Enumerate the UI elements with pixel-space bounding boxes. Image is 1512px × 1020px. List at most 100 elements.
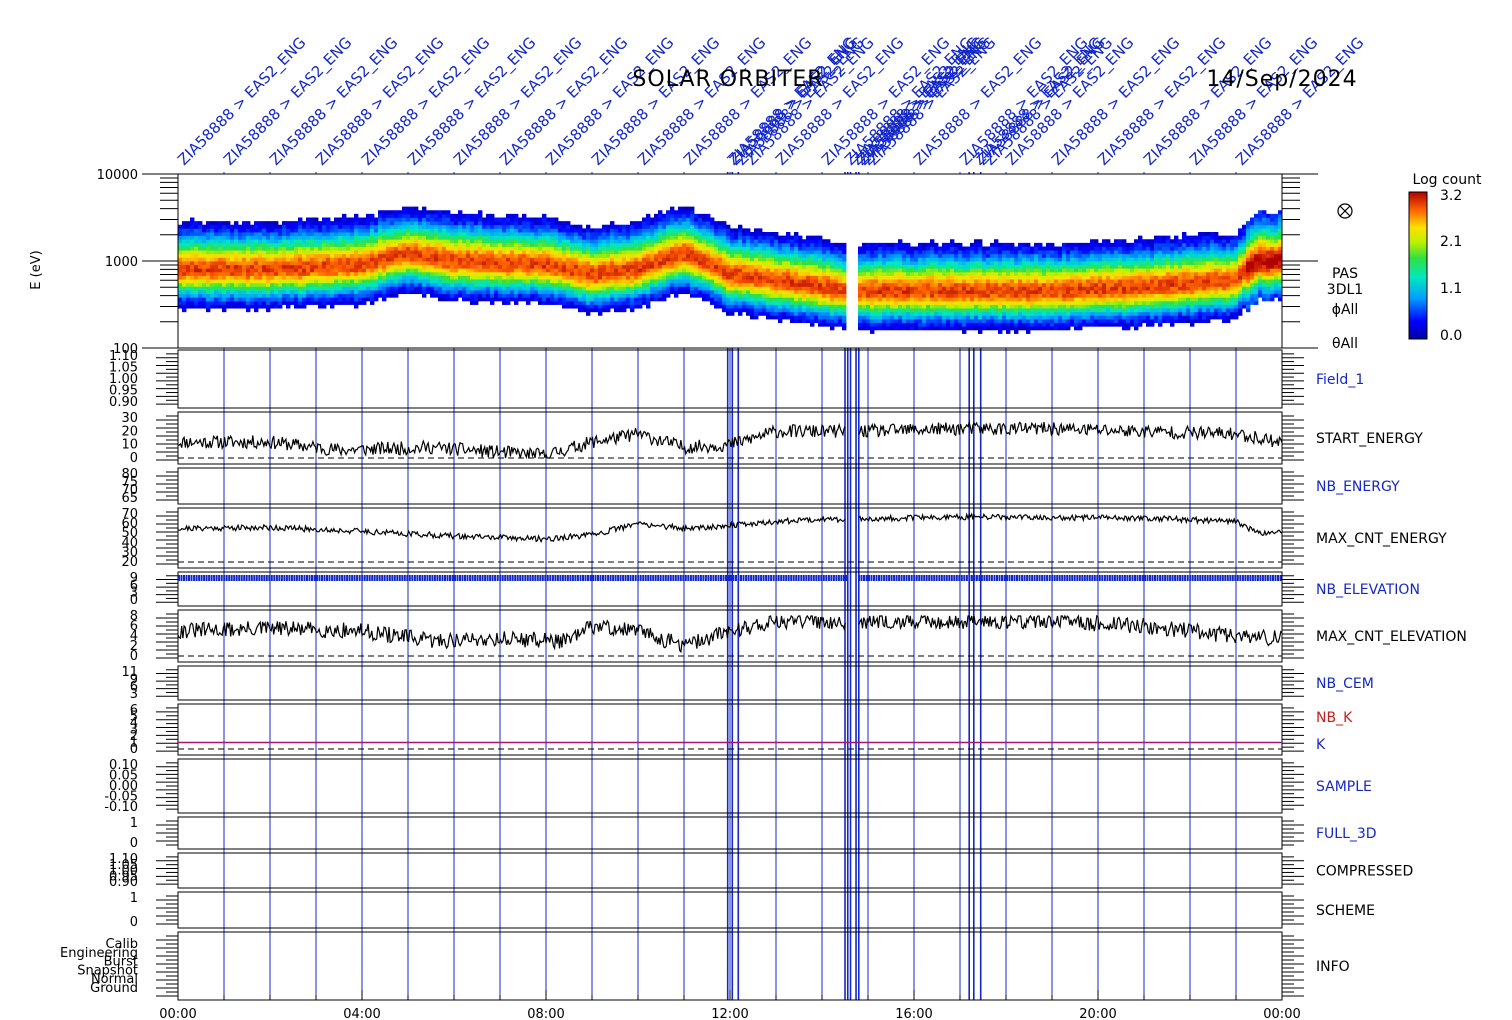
spectrogram-cell: [618, 224, 623, 229]
spectrogram-cell: [194, 239, 199, 244]
spectrogram-cell: [798, 290, 803, 295]
spectrogram-cell: [926, 322, 931, 327]
spectrogram-cell: [774, 232, 779, 237]
spectrogram-cell: [338, 239, 343, 244]
spectrogram-cell: [590, 293, 595, 298]
spectrogram-cell: [398, 275, 403, 280]
spectrogram-cell: [370, 282, 375, 287]
spectrogram-cell: [746, 235, 751, 240]
spectrogram-cell: [558, 253, 563, 258]
spectrogram-cell: [466, 224, 471, 229]
spectrogram-cell: [290, 239, 295, 244]
spectrogram-cell: [842, 326, 847, 331]
spectrogram-cell: [542, 261, 547, 266]
spectrogram-cell: [202, 224, 207, 229]
spectrogram-cell: [706, 257, 711, 262]
spectrogram-cell: [862, 242, 867, 247]
spectrogram-cell: [810, 286, 815, 291]
spectrogram-cell: [542, 221, 547, 226]
spectrogram-cell: [882, 300, 887, 305]
spectrogram-cell: [362, 286, 367, 291]
spectrogram-cell: [862, 290, 867, 295]
spectrogram-cell: [950, 257, 955, 262]
spectrogram-cell: [478, 228, 483, 233]
spectrogram-cell: [610, 232, 615, 237]
spectrogram-cell: [414, 286, 419, 291]
spectrogram-cell: [290, 293, 295, 298]
spectrogram-cell: [330, 253, 335, 258]
spectrogram-cell: [734, 297, 739, 302]
spectrogram-cell: [898, 304, 903, 309]
spectrogram-cell: [698, 279, 703, 284]
spectrogram-cell: [390, 279, 395, 284]
spectrogram-cell: [770, 232, 775, 237]
spectrogram-cell: [614, 264, 619, 269]
spectrogram-cell: [442, 261, 447, 266]
spectrogram-cell: [618, 300, 623, 305]
spectrogram-cell: [578, 232, 583, 237]
spectrogram-cell: [206, 304, 211, 309]
spectrogram-cell: [910, 246, 915, 251]
spectrogram-cell: [234, 264, 239, 269]
spectrogram-cell: [330, 290, 335, 295]
spectrogram-cell: [582, 246, 587, 251]
spectrogram-cell: [202, 261, 207, 266]
spectrogram-cell: [474, 228, 479, 233]
spectrogram-cell: [546, 264, 551, 269]
spectrogram-cell: [806, 319, 811, 324]
spectrogram-cell: [538, 257, 543, 262]
spectrogram-cell: [382, 268, 387, 273]
spectrogram-cell: [998, 286, 1003, 291]
spectrogram-cell: [206, 297, 211, 302]
spectrogram-cell: [690, 253, 695, 258]
spectrogram-cell: [834, 293, 839, 298]
spectrogram-cell: [550, 217, 555, 222]
spectrogram-cell: [522, 268, 527, 273]
spectrogram-cell: [306, 293, 311, 298]
spectrogram-cell: [586, 253, 591, 258]
spectrogram-cell: [182, 221, 187, 226]
spectrogram-cell: [718, 235, 723, 240]
spectrogram-cell: [370, 290, 375, 295]
spectrogram-cell: [526, 293, 531, 298]
spectrogram-cell: [870, 304, 875, 309]
spectrogram-cell: [730, 308, 735, 313]
spectrogram-cell: [378, 210, 383, 215]
spectrogram-cell: [326, 246, 331, 251]
spectrogram-cell: [858, 315, 863, 320]
spectrogram-cell: [690, 217, 695, 222]
spectrogram-cell: [258, 264, 263, 269]
spectrogram-cell: [318, 282, 323, 287]
spectrogram-cell: [378, 239, 383, 244]
spectrogram-cell: [458, 286, 463, 291]
spectrogram-cell: [1002, 322, 1007, 327]
spectrogram-cell: [822, 253, 827, 258]
spectrogram-cell: [954, 268, 959, 273]
spectrogram-cell: [626, 297, 631, 302]
spectrogram-cell: [926, 315, 931, 320]
spectrogram-cell: [982, 326, 987, 331]
spectrogram-cell: [310, 257, 315, 262]
spectrogram-cell: [178, 264, 183, 269]
spectrogram-cell: [310, 282, 315, 287]
spectrogram-cell: [694, 286, 699, 291]
spectrogram-cell: [470, 246, 475, 251]
spectrogram-cell: [394, 293, 399, 298]
spectrogram-cell: [830, 250, 835, 255]
spectrogram-cell: [390, 268, 395, 273]
spectrogram-cell: [450, 271, 455, 276]
spectrogram-cell: [194, 242, 199, 247]
spectrogram-cell: [538, 286, 543, 291]
spectrogram-cell: [690, 221, 695, 226]
spectrogram-cell: [382, 271, 387, 276]
spectrogram-cell: [914, 297, 919, 302]
spectrogram-cell: [374, 293, 379, 298]
spectrogram-cell: [730, 304, 735, 309]
spectrogram-cell: [790, 246, 795, 251]
spectrogram-cell: [378, 253, 383, 258]
spectrogram-cell: [254, 250, 259, 255]
spectrogram-cell: [218, 261, 223, 266]
spectrogram-cell: [658, 261, 663, 266]
spectrogram-cell: [346, 279, 351, 284]
spectrogram-cell: [226, 279, 231, 284]
